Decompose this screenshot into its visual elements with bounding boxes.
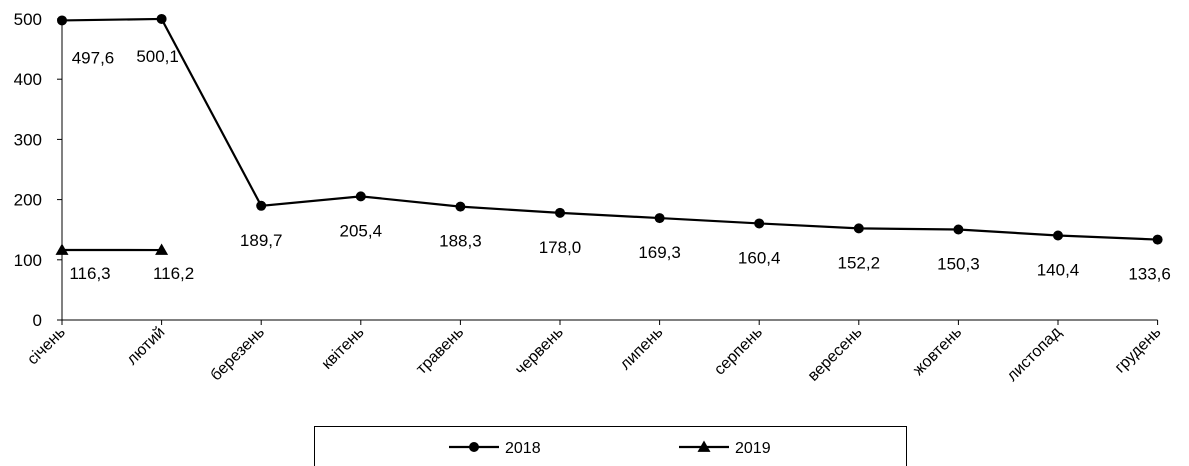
y-tick-label: 500 [14,10,42,29]
data-label: 169,3 [638,243,681,262]
x-tick-label: червень [512,324,567,379]
series-2018-point [57,15,67,25]
y-tick-label: 400 [14,70,42,89]
legend-box [315,427,907,466]
series-2018-line [62,19,1158,240]
x-tick-label: лютий [124,324,169,369]
x-tick-label: березень [208,324,269,385]
series-2018-point [356,191,366,201]
series-2018-point [1053,230,1063,240]
x-tick-label: липень [617,324,667,374]
series-2018-point [455,202,465,212]
series-2018-point [157,14,167,24]
y-tick-label: 200 [14,191,42,210]
series-2018-point [256,201,266,211]
x-tick-label: травень [413,324,467,378]
series-2018-point [953,225,963,235]
legend: 2018 2019 [315,427,907,466]
y-tick-label: 0 [33,311,42,330]
y-tick-label: 100 [14,251,42,270]
x-tick-label: серпень [711,324,766,379]
data-label: 160,4 [738,248,781,267]
y-tick-label: 300 [14,130,42,149]
series-2018-point [655,213,665,223]
x-tick-label: січень [24,324,69,369]
legend-2019-label: 2019 [735,440,771,457]
data-labels: 497,6 500,1 189,7 205,4 188,3 178,0 169,3 160,4… [69,47,1171,284]
x-tick-label: квітень [319,324,368,373]
legend-2018-marker [469,442,479,452]
data-label: 178,0 [539,238,582,257]
data-label: 133,6 [1128,265,1171,284]
series-2018-point [1153,235,1163,245]
series-2018-point [854,223,864,233]
data-label: 140,4 [1037,260,1080,279]
data-label: 497,6 [72,48,115,67]
y-axis: 0 100 200 300 400 500 [14,10,62,330]
data-label: 116,3 [69,264,110,283]
data-label: 500,1 [136,47,179,66]
data-label: 116,2 [153,264,194,283]
legend-2018-label: 2018 [505,440,541,457]
x-tick-label: листопад [1004,323,1065,384]
data-label: 189,7 [240,231,283,250]
x-axis: січень лютий березень квітень травень червень… [24,320,1164,385]
series-2018-point [555,208,565,218]
series-layer [56,14,1163,255]
data-label: 205,4 [340,221,383,240]
x-tick-label: грудень [1112,324,1165,377]
x-tick-label: жовтень [910,324,965,379]
series-2018-point [754,218,764,228]
data-label: 150,3 [937,255,980,274]
x-tick-label: вересень [805,324,866,385]
data-label: 188,3 [439,232,482,251]
data-label: 152,2 [838,253,881,272]
